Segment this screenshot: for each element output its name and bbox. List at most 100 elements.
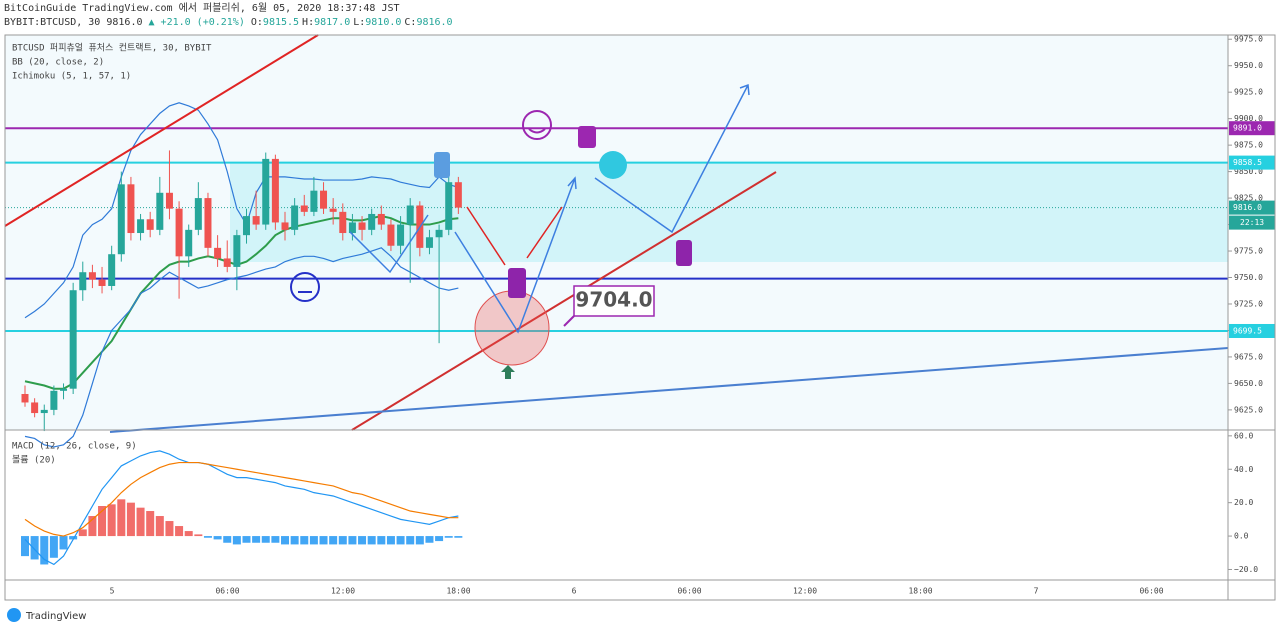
candle-body: [242, 216, 250, 236]
ohlc-value: 9816.0: [416, 17, 453, 28]
y-tick-label: 9825.0: [1234, 194, 1263, 203]
histogram-bar: [203, 536, 212, 538]
indicator-line: [24, 102, 459, 319]
candle-body: [194, 198, 202, 230]
histogram-bar: [309, 536, 318, 545]
annotation: 9704.0: [575, 288, 652, 312]
histogram-bar: [290, 536, 299, 545]
candle-body: [127, 184, 135, 234]
ohlc-label: O:: [250, 17, 263, 28]
highlight-circle: [474, 290, 550, 366]
change: ▲ +21.0 (+0.21%): [148, 17, 245, 28]
y-tick-label: 9675.0: [1234, 352, 1263, 361]
indicator-line: [24, 215, 459, 390]
candle-body: [223, 258, 231, 267]
ohlc-label: L:: [353, 17, 366, 28]
histogram-bar: [386, 536, 395, 545]
candle-body: [406, 205, 414, 225]
ohlc-label: H:: [302, 17, 315, 28]
x-tick-label: 12:00: [793, 587, 817, 596]
ohlc-value: 9810.0: [365, 17, 402, 28]
histogram-bar: [98, 506, 107, 537]
y-tick-label: −20.0: [1234, 565, 1258, 574]
candle-body: [137, 219, 145, 234]
up-arrow-icon: [501, 365, 515, 379]
smiley: [522, 110, 552, 140]
candle-body: [21, 393, 29, 403]
hand-icon: [508, 268, 526, 298]
histogram-bar: [175, 526, 184, 537]
price-tag: [1229, 200, 1275, 215]
price-tag: [1229, 323, 1275, 338]
y-tick-label: 9725.0: [1234, 299, 1263, 308]
candle-body: [146, 219, 154, 230]
price: 9816.0: [106, 17, 143, 28]
histogram-bar: [107, 504, 116, 537]
candle-body: [185, 229, 193, 257]
frame: [4, 34, 1276, 601]
footer-brand: TradingView: [25, 611, 86, 622]
candle-body: [233, 235, 241, 267]
histogram-bar: [78, 529, 87, 537]
histogram-bar: [242, 536, 251, 543]
candle-body: [348, 222, 356, 234]
legend-text: MACD (12, 26, close, 9): [12, 442, 137, 452]
histogram-bar: [444, 536, 453, 538]
candle-body: [358, 222, 366, 230]
border: [4, 34, 1276, 601]
histogram-bar: [146, 511, 155, 537]
x-tick-label: 7: [1034, 587, 1039, 596]
histogram-bar: [435, 536, 444, 542]
trend-line: [109, 347, 1229, 433]
macd-pane: 60.0 40.0 20.0 0.0 −20.0 MACD (12, 26, close,…: [12, 431, 1258, 595]
histogram-bar: [213, 536, 222, 540]
candle-body: [300, 205, 308, 212]
x-tick-label: 18:00: [446, 587, 470, 596]
legend-text: Ichimoku (5, 1, 57, 1): [12, 72, 131, 82]
candle-body: [165, 192, 173, 209]
histogram-bar: [261, 536, 270, 543]
arrow: [526, 206, 563, 259]
quote-line: BYBIT:BTCUSD, 30 9816.0 ▲ +21.0 (+0.21%)…: [4, 16, 456, 30]
candle-body: [98, 279, 106, 286]
candle-body: [387, 224, 395, 246]
histogram-bar: [358, 536, 367, 545]
candle-body: [214, 247, 222, 259]
indicator-line: [24, 461, 459, 537]
arrow: [466, 206, 506, 266]
x-tick-label: 06:00: [1139, 587, 1163, 596]
histogram-bar: [281, 536, 290, 545]
candle-body: [281, 222, 289, 230]
histogram-bar: [30, 536, 39, 560]
drawings: [4, 34, 1229, 433]
histogram-bar: [415, 536, 424, 545]
price-tag: [1229, 155, 1275, 170]
y-tick-label: 0.0: [1234, 532, 1249, 541]
arrow: [454, 177, 576, 334]
histogram-bar: [252, 536, 261, 543]
indicator-line: [24, 450, 459, 566]
histogram-bar: [367, 536, 376, 545]
y-tick-label: 9775.0: [1234, 247, 1263, 256]
histogram-bar: [155, 516, 164, 537]
legend-text: BB (20, close, 2): [12, 58, 104, 68]
y-tick-label: 9950.0: [1234, 61, 1263, 70]
arrow: [349, 214, 429, 274]
histogram-bar: [88, 516, 97, 537]
histogram-bar: [194, 534, 203, 537]
candle-body: [320, 190, 328, 209]
price-tag-label: 9858.5: [1233, 158, 1262, 167]
y-tick-label: 9850.0: [1234, 167, 1263, 176]
candle-body: [60, 388, 68, 391]
hand-icon: [434, 152, 450, 178]
ohlc: O:9815.5 H:9817.0 L:9810.0 C:9816.0: [251, 17, 456, 28]
histogram-bar: [40, 536, 49, 565]
histogram-bar: [338, 536, 347, 545]
price-tag: [1229, 121, 1275, 136]
x-tick-label: 06:00: [215, 587, 239, 596]
candle-body: [291, 205, 299, 230]
candle-body: [88, 272, 96, 280]
candle-body: [108, 254, 116, 286]
y-tick-label: 9900.0: [1234, 114, 1263, 123]
